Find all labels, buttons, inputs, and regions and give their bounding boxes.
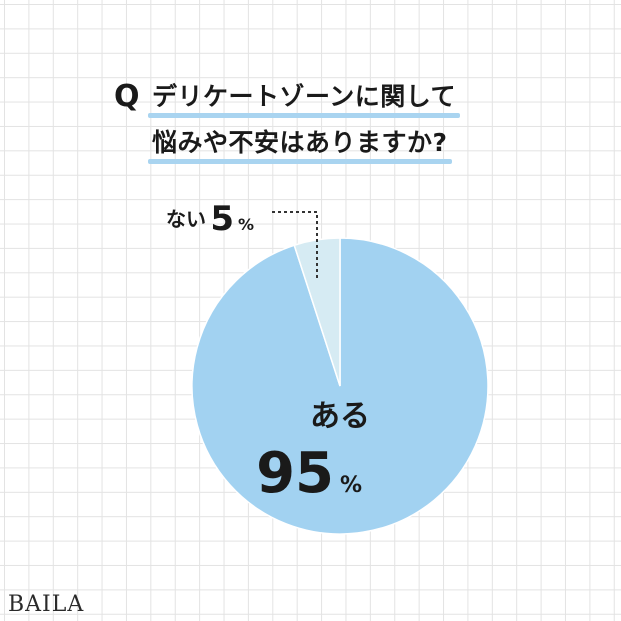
- brand-logo: BAILA: [8, 592, 85, 617]
- question-marker: Q: [114, 79, 140, 114]
- slice-unit-no: %: [238, 215, 254, 234]
- question-line-2: 悩みや不安はありますか?: [148, 128, 452, 164]
- slice-unit-yes: %: [340, 473, 362, 498]
- question-line-1: デリケートゾーンに関して: [148, 82, 461, 118]
- callout-leader-line: [272, 211, 318, 278]
- slice-value-no: 5: [210, 199, 234, 239]
- slice-value-yes: 95: [256, 441, 334, 506]
- slice-label-yes: ある: [310, 399, 370, 434]
- pie-slices: [191, 237, 489, 535]
- slice-label-no: ない: [166, 207, 206, 231]
